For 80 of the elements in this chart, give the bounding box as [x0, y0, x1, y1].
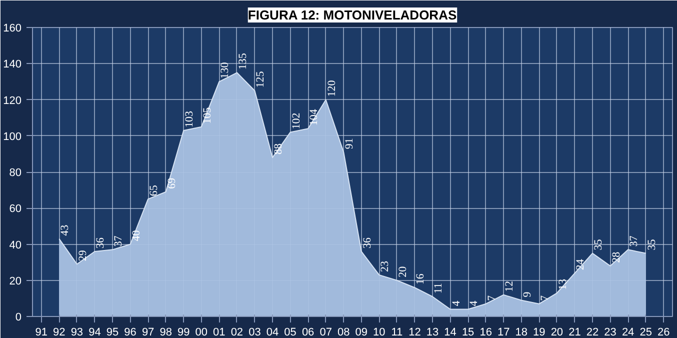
x-tick-label: 22: [586, 326, 599, 338]
x-tick-label: 93: [70, 326, 84, 338]
data-label: 36: [94, 236, 107, 248]
x-tick-label: 99: [177, 326, 190, 338]
x-tick-label: 08: [337, 326, 350, 338]
y-tick-label: 100: [3, 130, 22, 143]
data-label: 11: [432, 283, 444, 294]
data-label: 88: [272, 143, 284, 155]
data-label: 65: [148, 184, 160, 196]
data-label: 7: [539, 294, 552, 301]
x-tick-label: 09: [355, 326, 368, 338]
data-label: 103: [184, 110, 196, 128]
data-label: 4: [450, 300, 462, 306]
data-label: 105: [201, 106, 214, 124]
y-tick-label: 40: [9, 239, 22, 252]
x-tick-label: 95: [106, 326, 119, 338]
x-tick-label: 97: [142, 326, 154, 338]
x-tick-label: 03: [248, 326, 261, 338]
x-tick-label: 13: [426, 326, 439, 338]
x-tick-label: 23: [604, 326, 616, 338]
data-label: 24: [574, 258, 587, 270]
data-label: 43: [59, 224, 72, 236]
data-label: 37: [628, 235, 640, 247]
data-label: 7: [486, 294, 498, 301]
x-tick-label: 12: [408, 326, 421, 338]
data-label: 91: [344, 138, 356, 150]
y-tick-label: 60: [9, 203, 22, 216]
x-tick-label: 11: [391, 326, 403, 338]
x-tick-label: 14: [444, 326, 456, 338]
x-tick-label: 16: [480, 326, 492, 338]
y-tick-label: 80: [9, 167, 22, 179]
x-tick-label: 26: [657, 326, 670, 338]
data-label: 16: [414, 273, 427, 285]
x-tick-label: 00: [195, 326, 208, 338]
data-label: 37: [112, 235, 124, 247]
data-label: 102: [290, 112, 302, 130]
y-tick-label: 160: [3, 22, 22, 34]
x-tick-label: 25: [640, 326, 652, 338]
data-label: 12: [504, 280, 516, 292]
data-label: 40: [130, 230, 142, 242]
data-label: 4: [468, 300, 480, 306]
data-label: 13: [556, 278, 569, 290]
y-tick-label: 140: [3, 58, 22, 71]
data-label: 35: [646, 238, 658, 250]
x-tick-label: 05: [284, 326, 296, 338]
x-tick-label: 07: [320, 326, 332, 338]
x-tick-label: 10: [373, 326, 386, 338]
data-label: 104: [308, 108, 320, 126]
x-tick-label: 15: [462, 326, 474, 338]
x-tick-label: 98: [160, 326, 172, 338]
x-tick-label: 20: [550, 326, 564, 338]
x-tick-label: 01: [213, 326, 226, 338]
chart-title: FIGURA 12: MOTONIVELADORAS: [248, 8, 457, 22]
y-tick-label: 20: [9, 275, 22, 288]
x-tick-label: 02: [230, 326, 244, 338]
data-label: 20: [396, 266, 409, 278]
x-tick-label: 04: [266, 326, 279, 338]
y-tick-label: 0: [15, 312, 22, 324]
data-label: 69: [166, 177, 178, 189]
x-tick-label: 06: [302, 326, 314, 338]
x-tick-label: 91: [35, 326, 48, 338]
data-label: 28: [610, 251, 622, 263]
data-label: 135: [236, 52, 249, 70]
x-tick-label: 94: [88, 326, 101, 338]
data-label: 36: [361, 236, 374, 248]
x-tick-label: 96: [124, 326, 136, 338]
data-label: 9: [521, 291, 534, 298]
data-label: 120: [326, 80, 338, 97]
data-label: 23: [379, 260, 392, 272]
x-tick-label: 19: [533, 326, 546, 338]
x-tick-label: 18: [515, 326, 528, 338]
y-tick-label: 120: [3, 94, 22, 107]
data-label: 125: [254, 70, 267, 88]
data-label: 130: [219, 62, 232, 79]
x-tick-label: 24: [622, 326, 634, 338]
x-tick-label: 92: [53, 326, 66, 338]
x-tick-label: 17: [497, 326, 510, 338]
x-tick-label: 21: [568, 326, 581, 338]
data-label: 29: [76, 250, 89, 262]
data-label: 35: [592, 238, 604, 250]
